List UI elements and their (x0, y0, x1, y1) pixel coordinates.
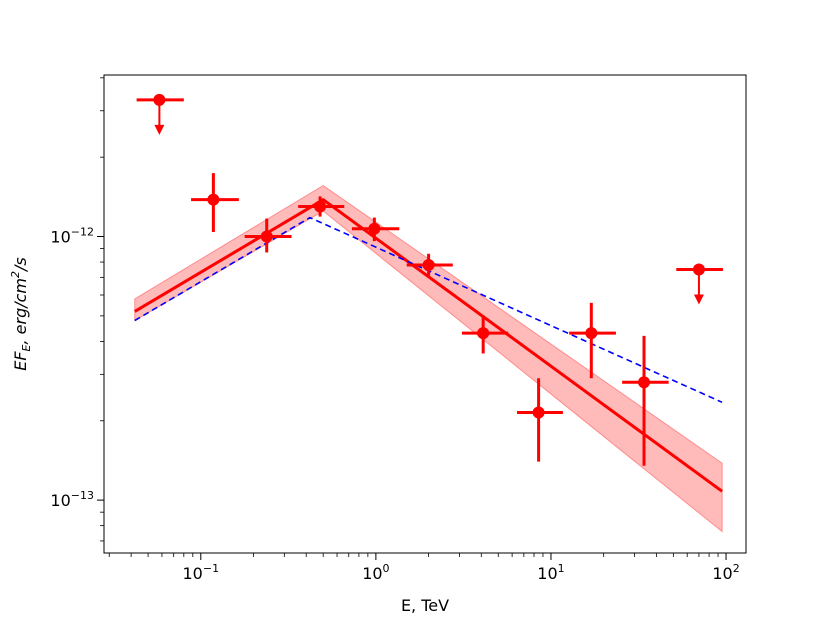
y-label-main: EF (11, 351, 30, 371)
x-axis-label: E, TeV (401, 596, 449, 615)
upper-limit-2 (676, 263, 723, 305)
flux-point-6 (461, 315, 509, 354)
y-label-tail: /s (11, 257, 30, 273)
data-marker (207, 193, 220, 206)
tick-exponent: 2 (733, 562, 740, 575)
data-marker (153, 93, 166, 106)
y-tick-label: 10−12 (50, 226, 94, 247)
flux-point-5 (406, 253, 453, 276)
data-marker (368, 222, 381, 235)
data-marker (532, 406, 545, 419)
model-dashed-line (134, 216, 723, 404)
y-label-subscript: E (20, 344, 33, 351)
down-arrow-icon (693, 294, 704, 305)
tick-exponent: −1 (203, 562, 219, 575)
axes-frame (103, 74, 747, 554)
down-arrow-icon (154, 124, 165, 135)
data-marker (638, 376, 651, 389)
data-marker (314, 200, 327, 213)
y-label-superscript: 2 (9, 271, 22, 278)
tick-base: 10 (712, 564, 732, 583)
y-label-units: , erg/cm (11, 278, 30, 345)
x-tick-label: 102 (712, 562, 739, 583)
data-marker (692, 263, 705, 276)
fit-line (134, 197, 723, 493)
y-axis-label: EFE, erg/cm2/s (9, 257, 33, 371)
flux-point-3 (298, 196, 345, 217)
tick-exponent: −12 (71, 226, 94, 239)
tick-exponent: 1 (558, 562, 565, 575)
y-tick-label: 10−13 (50, 489, 94, 510)
data-marker (585, 327, 598, 340)
tick-base: 10 (183, 564, 203, 583)
tick-base: 10 (362, 564, 382, 583)
x-tick-label: 101 (537, 562, 564, 583)
x-tick-label: 10−1 (183, 562, 220, 583)
flux-point-2 (244, 218, 292, 253)
data-marker (422, 258, 435, 271)
upper-limit-1 (136, 93, 184, 135)
plot-area (134, 93, 723, 533)
tick-base: 10 (50, 228, 70, 247)
tick-exponent: 0 (383, 562, 390, 575)
data-marker (260, 230, 273, 243)
flux-point-8 (569, 302, 616, 379)
tick-base: 10 (537, 564, 557, 583)
flux-point-7 (517, 378, 563, 462)
tick-exponent: −13 (71, 489, 94, 502)
flux-point-9 (622, 335, 669, 466)
flux-point-1 (191, 173, 239, 233)
flux-point-4 (351, 217, 400, 242)
tick-base: 10 (50, 491, 70, 510)
x-tick-label: 100 (362, 562, 389, 583)
data-marker (477, 327, 490, 340)
